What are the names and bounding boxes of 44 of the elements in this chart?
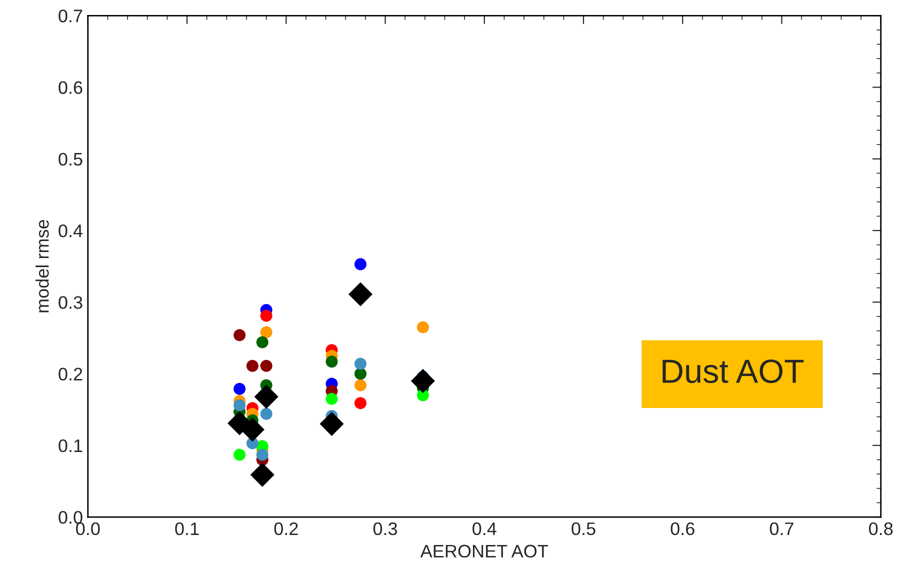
x-axis-title: AERONET AOT [420, 544, 548, 558]
y-tick-label: 0.3 [58, 296, 82, 309]
point [254, 384, 278, 409]
x-tick-label: 0.4 [472, 522, 496, 536]
y-tick-label: 0.1 [58, 439, 82, 452]
x-tick-label: 0.8 [869, 522, 893, 536]
point [354, 258, 366, 270]
y-axis-title: model rmse [36, 220, 49, 312]
point [234, 329, 246, 342]
point [416, 321, 429, 334]
point [260, 360, 272, 372]
point [256, 448, 268, 461]
point [354, 368, 366, 380]
x-tick-label: 0.6 [670, 522, 694, 536]
x-tick-label: 0.5 [572, 522, 596, 536]
point [256, 336, 268, 348]
y-tick-label: 0.5 [58, 152, 82, 166]
x-tick-label: 0.1 [175, 522, 199, 536]
point [246, 360, 258, 372]
point [320, 412, 344, 436]
y-tick-label: 0.7 [58, 10, 82, 22]
point [234, 399, 246, 412]
point [354, 379, 366, 392]
point [260, 408, 272, 420]
point [326, 356, 338, 368]
x-tick-label: 0.0 [76, 522, 100, 536]
y-tick-label: 0.4 [58, 224, 83, 238]
point [348, 282, 373, 306]
point [234, 448, 246, 461]
point [260, 326, 272, 338]
point [354, 358, 366, 370]
point [234, 382, 246, 395]
point [326, 392, 338, 405]
y-tick-label: 0.0 [58, 510, 82, 524]
y-tick-label: 0.2 [58, 368, 82, 381]
annotation: Dust AOT [662, 359, 804, 384]
point [354, 397, 366, 410]
x-tick-label: 0.3 [373, 522, 398, 536]
point [260, 310, 272, 322]
x-tick-label: 0.7 [770, 522, 794, 536]
point [410, 368, 435, 393]
point [250, 462, 274, 487]
x-tick-label: 0.2 [274, 522, 298, 536]
y-tick-label: 0.6 [58, 81, 82, 94]
